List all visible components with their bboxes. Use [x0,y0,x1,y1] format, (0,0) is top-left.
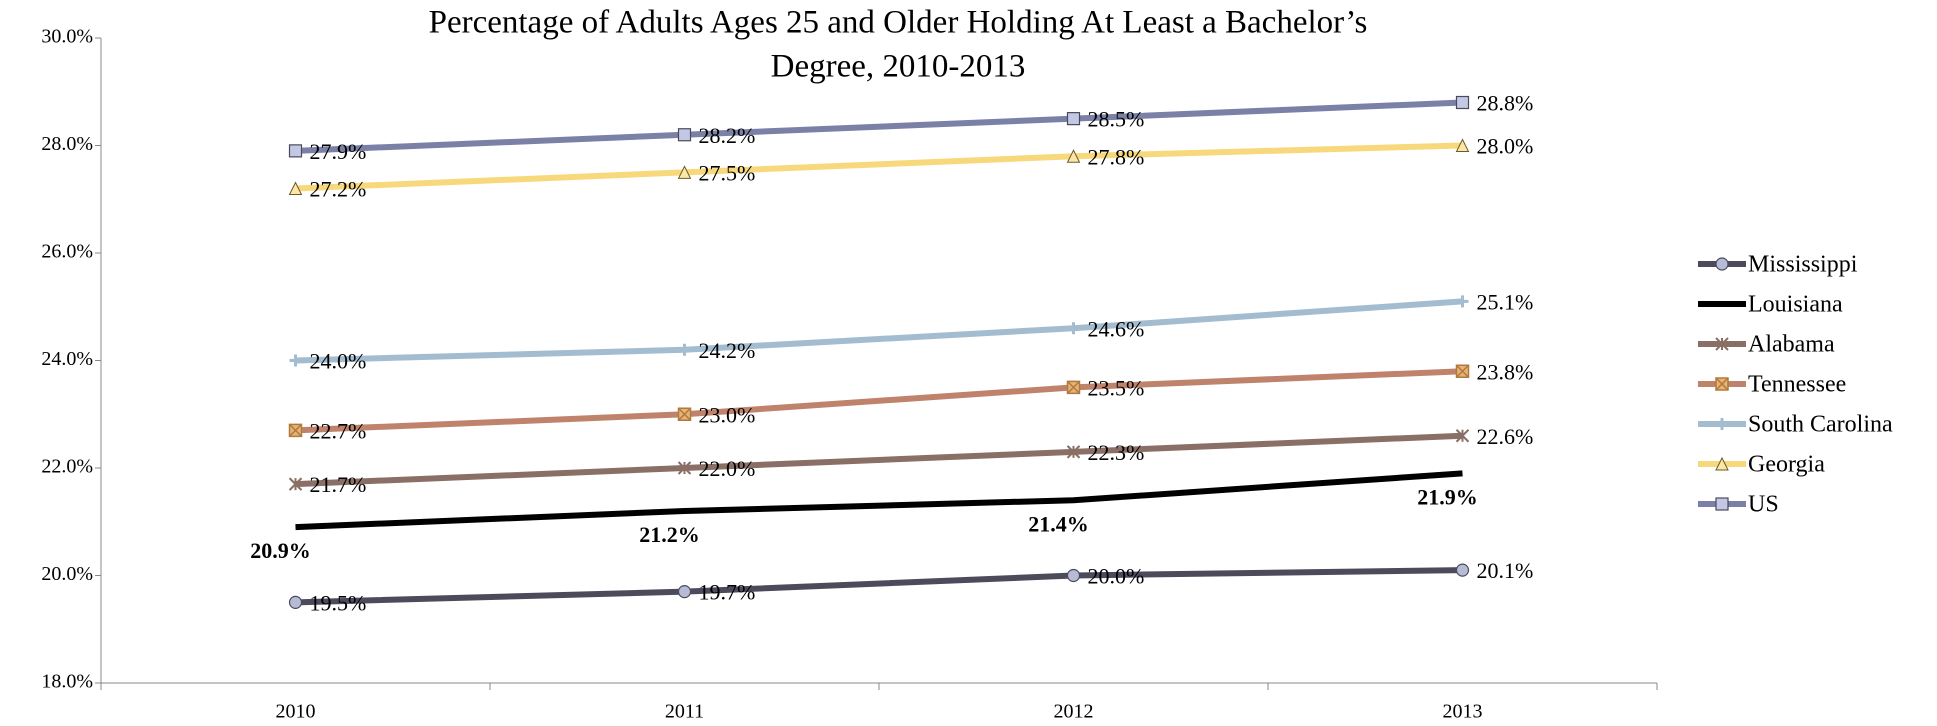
series-line [295,142,1463,192]
chart-title: Percentage of Adults Ages 25 and Older H… [429,5,1368,41]
data-label: 19.5% [310,590,367,615]
data-label: 28.0% [1477,134,1534,159]
data-label: 20.1% [1477,558,1534,583]
series-line [295,368,1463,434]
data-label: 22.0% [699,456,756,481]
marker [289,354,302,367]
data-label: 24.2% [699,338,756,363]
data-label: 22.6% [1477,424,1534,449]
data-label: 25.1% [1477,289,1534,314]
y-tick-label: 20.0% [41,563,93,585]
marker [678,343,691,356]
series-line [295,470,1463,531]
marker [1066,380,1081,395]
marker [677,407,692,421]
marker [1066,568,1081,583]
marker [677,128,692,142]
legend: Mississippi Louisiana Alabama Tennessee Sout… [1698,252,1893,518]
x-tick-label: 2012 [1054,701,1094,723]
chart-title: Degree, 2010-2013 [771,49,1026,85]
legend-label: South Carolina [1748,412,1893,438]
x-tick-label: 2010 [276,701,316,723]
marker [1455,95,1470,110]
marker [288,181,303,195]
legend-label: Louisiana [1748,292,1843,318]
marker [1456,295,1469,308]
data-label: 24.0% [310,349,367,374]
data-label: 27.5% [699,160,756,185]
marker [1455,138,1470,152]
data-label: 23.5% [1088,375,1145,400]
marker [288,423,303,438]
data-label: 21.2% [639,522,700,547]
data-label: 23.0% [699,402,756,427]
data-label: 21.9% [1417,484,1478,509]
data-label: 27.2% [310,177,367,202]
series-line [295,99,1463,154]
marker [1716,418,1728,430]
marker [1715,497,1729,511]
legend-label: US [1748,492,1779,518]
marker [1067,322,1080,335]
legend-label: Tennessee [1748,372,1846,398]
marker [1715,337,1729,351]
data-label: 27.9% [310,139,367,164]
data-label: 28.2% [699,123,756,148]
legend-label: Alabama [1748,332,1835,358]
data-label: 21.7% [310,472,367,497]
y-tick-label: 30.0% [41,26,93,48]
data-label: 22.7% [310,418,367,443]
data-label: 28.5% [1088,107,1145,132]
series-line [295,567,1463,606]
y-tick-label: 24.0% [41,348,93,370]
data-label: 27.8% [1088,144,1145,169]
marker [677,461,692,475]
x-tick-label: 2011 [665,701,704,723]
y-tick-label: 18.0% [41,671,93,693]
marker [288,144,303,158]
y-tick-label: 28.0% [41,133,93,155]
y-tick-label: 26.0% [41,241,93,263]
data-label: 23.8% [1477,359,1534,384]
data-label: 19.7% [699,580,756,605]
legend-label: Mississippi [1748,252,1858,278]
series-line [295,432,1463,488]
data-label: 20.9% [250,538,311,563]
y-tick-label: 22.0% [41,456,93,478]
marker [1066,445,1081,459]
legend-label: Georgia [1748,452,1825,478]
marker [1715,377,1729,391]
marker [288,477,303,491]
series-line [295,298,1463,364]
data-label: 20.0% [1088,564,1145,589]
marker [1066,112,1081,126]
marker [1455,364,1470,378]
marker [1066,149,1081,163]
data-label: 24.6% [1088,316,1145,341]
marker [677,165,692,179]
marker [1455,563,1470,577]
data-label: 28.8% [1477,91,1534,116]
marker [677,585,692,599]
data-label: 21.4% [1028,511,1089,536]
marker [1715,257,1729,271]
marker [1715,456,1729,471]
marker [288,595,303,609]
x-tick-label: 2013 [1443,701,1483,723]
marker [1455,429,1470,443]
data-label: 22.3% [1088,440,1145,465]
